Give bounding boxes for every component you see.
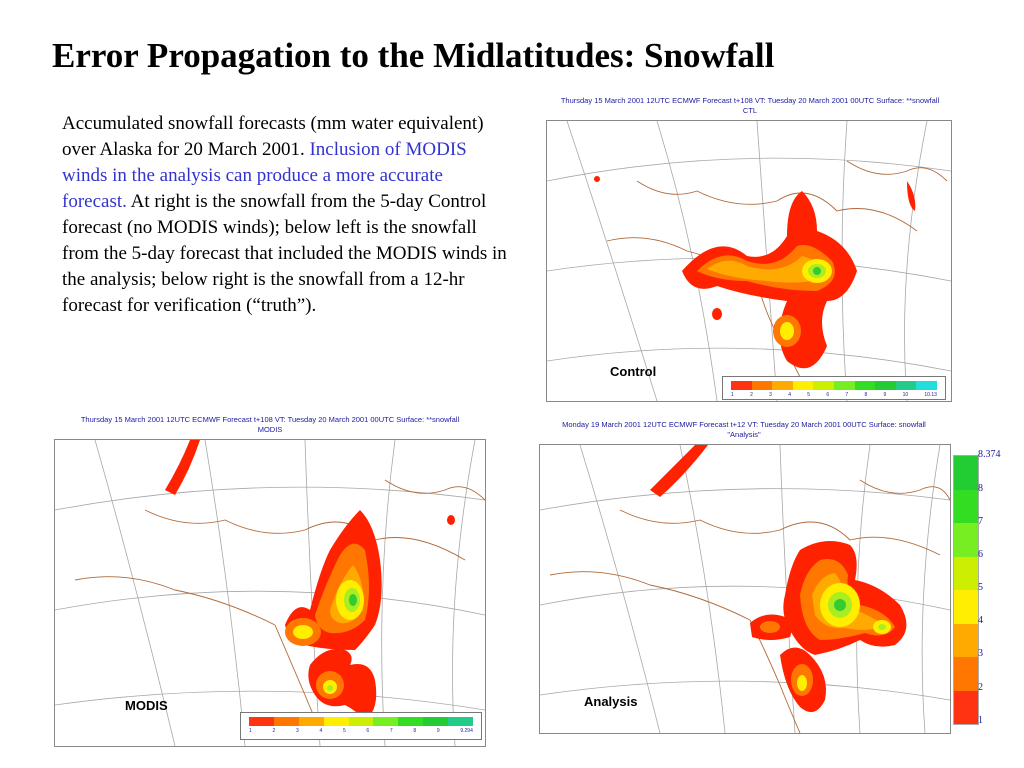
legend-tick: 8.374: [978, 449, 1001, 460]
analysis-colorbar: [953, 455, 979, 725]
legend-swatch-7: [954, 657, 978, 691]
modis-header-line2: MODIS: [257, 425, 283, 434]
analysis-panel: Monday 19 March 2001 12UTC ECMWF Forecas…: [536, 416, 952, 736]
modis-map-graphic: [55, 440, 485, 746]
control-map-graphic: [547, 121, 951, 401]
modis-panel: Thursday 15 March 2001 12UTC ECMWF Forec…: [50, 412, 490, 748]
legend-swatch-3: [954, 523, 978, 557]
analysis-header-line1: Monday 19 March 2001 12UTC ECMWF Forecas…: [562, 420, 926, 429]
modis-header-line1: Thursday 15 March 2001 12UTC ECMWF Forec…: [80, 415, 460, 424]
description-part2: At right is the snowfall from the 5-day …: [62, 191, 507, 316]
control-panel: Thursday 15 March 2001 12UTC ECMWF Forec…: [544, 94, 956, 404]
control-map-label: Control: [610, 364, 657, 379]
legend-tick: 5: [978, 582, 983, 593]
control-colorbar: 1 2 3 4 5 6 7 8 9 10 10.13: [722, 376, 946, 400]
control-colorbar-swatches: [731, 381, 937, 390]
modis-colorbar-ticks: 1 2 3 4 5 6 7 8 9 9.294: [249, 728, 473, 734]
description-highlight: Inclusion of MODIS winds in the analysis…: [62, 139, 467, 212]
modis-map: [54, 439, 486, 747]
analysis-map-graphic: [540, 445, 950, 733]
analysis-header-line2: "Analysis": [727, 430, 761, 439]
analysis-map: [539, 444, 951, 734]
legend-tick: 8: [978, 483, 983, 494]
legend-swatch-2: [954, 489, 978, 523]
modis-colorbar: 1 2 3 4 5 6 7 8 9 9.294: [240, 712, 482, 740]
legend-tick: 2: [978, 682, 983, 693]
description-part1: Accumulated snowfall forecasts (mm water…: [62, 113, 484, 160]
modis-map-label: MODIS: [125, 698, 168, 713]
legend-swatch-8: [954, 690, 978, 724]
control-header-line2: CTL: [742, 106, 758, 115]
analysis-map-label: Analysis: [584, 694, 638, 709]
legend-swatch-5: [954, 590, 978, 624]
modis-colorbar-swatches: [249, 717, 474, 726]
legend-swatch-1: [954, 456, 978, 490]
legend-swatch-6: [954, 623, 978, 657]
legend-tick: 3: [978, 648, 983, 659]
description-text: Accumulated snowfall forecasts (mm water…: [62, 111, 512, 319]
legend-swatch-4: [954, 556, 978, 590]
legend-tick: 4: [978, 615, 983, 626]
control-colorbar-ticks: 1 2 3 4 5 6 7 8 9 10 10.13: [731, 392, 937, 398]
slide-title: Error Propagation to the Midlatitudes: S…: [52, 36, 775, 75]
control-header-line1: Thursday 15 March 2001 12UTC ECMWF Forec…: [560, 96, 940, 105]
legend-tick: 6: [978, 549, 983, 560]
control-map: [546, 120, 952, 402]
legend-tick: 1: [978, 715, 983, 726]
legend-tick: 7: [978, 516, 983, 527]
